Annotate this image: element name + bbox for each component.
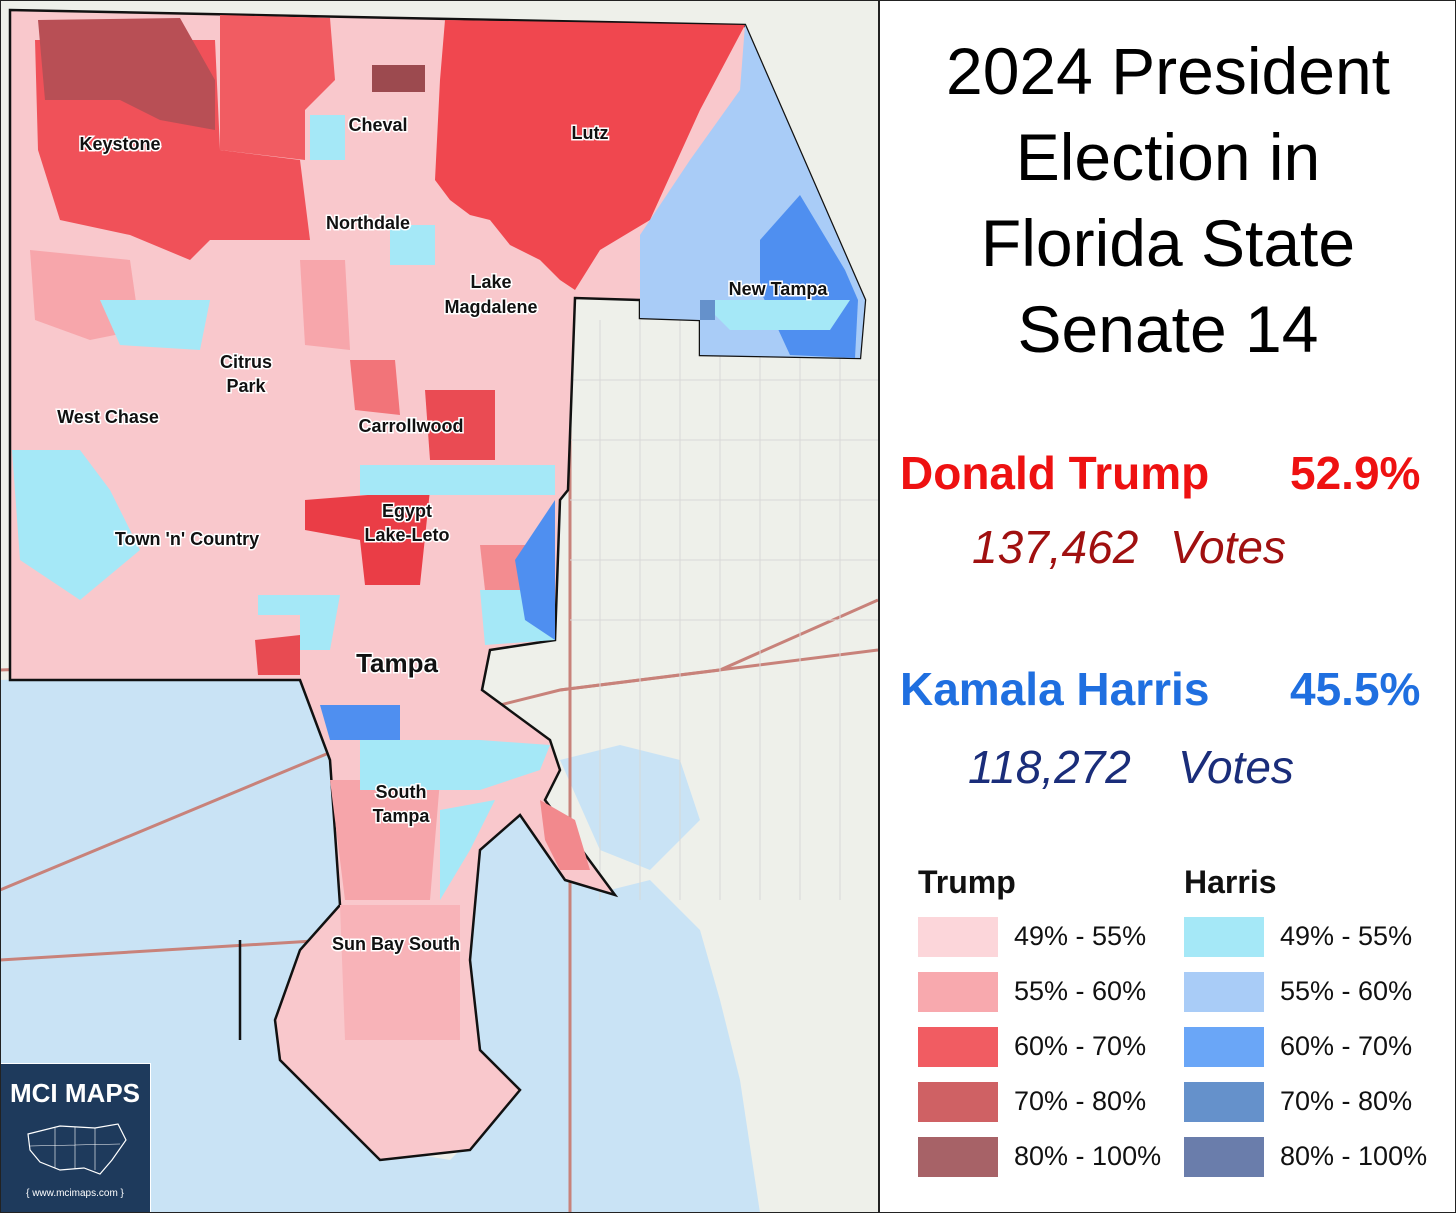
trump-name: Donald Trump <box>900 447 1210 499</box>
legend-label-trump-1: 55% - 60% <box>1014 976 1147 1006</box>
precinct-west-tampa[interactable] <box>320 705 400 740</box>
legend-label-trump-3: 70% - 80% <box>1014 1086 1147 1116</box>
label-new-tampa: New Tampa <box>729 279 829 299</box>
harris-percent: 45.5% <box>1290 663 1421 715</box>
label-egypt: Egypt <box>382 501 432 521</box>
precinct-citrus-park-east[interactable] <box>350 360 400 415</box>
precinct-north[interactable] <box>220 15 335 160</box>
trump-percent: 52.9% <box>1290 447 1421 499</box>
precinct-hyde-park[interactable] <box>360 740 550 790</box>
precinct-new-tampa-small[interactable] <box>700 300 715 320</box>
trump-votes-label: Votes <box>1170 521 1286 573</box>
precinct-east-tampa[interactable] <box>515 500 555 640</box>
harris-votes-count: 118,272 <box>968 741 1131 793</box>
label-town-n-country: Town 'n' Country <box>115 529 259 549</box>
label-lutz: Lutz <box>572 123 609 143</box>
precinct-citrus-park-west[interactable] <box>100 300 210 350</box>
label-northdale: Northdale <box>326 213 410 233</box>
label-cheval: Cheval <box>348 115 407 135</box>
label-lake: Lake <box>470 272 511 292</box>
precinct-south-tampa-east[interactable] <box>440 800 495 900</box>
legend-label-harris-0: 49% - 55% <box>1280 921 1413 951</box>
label-tampa: Tampa <box>356 648 438 678</box>
legend-swatch-trump-1 <box>918 972 998 1012</box>
precinct-northdale-east[interactable] <box>390 225 435 265</box>
title-line-2: Election in <box>1015 120 1321 194</box>
precinct-northdale-west[interactable] <box>300 260 350 350</box>
precinct-south-tampa[interactable] <box>330 780 440 900</box>
label-west-chase: West Chase <box>57 407 159 427</box>
legend-swatch-trump-3 <box>918 1082 998 1122</box>
district-map[interactable]: Keystone Cheval Lutz Northdale Lake Magd… <box>0 0 880 1213</box>
title-line-3: Florida State <box>980 206 1356 280</box>
precinct-airport[interactable] <box>258 595 340 650</box>
legend-trump-header: Trump <box>918 864 1016 900</box>
legend-swatch-harris-3 <box>1184 1082 1264 1122</box>
label-lake-leto: Lake-Leto <box>364 525 449 545</box>
legend-swatch-trump-0 <box>918 917 998 957</box>
legend-label-harris-2: 60% - 70% <box>1280 1031 1413 1061</box>
legend-swatch-trump-4 <box>918 1137 998 1177</box>
legend-label-harris-1: 55% - 60% <box>1280 976 1413 1006</box>
harris-votes-label: Votes <box>1178 741 1294 793</box>
precinct-town-n-country-west[interactable] <box>12 450 140 600</box>
label-carrollwood: Carrollwood <box>358 416 463 436</box>
label-park: Park <box>226 376 266 396</box>
legend-swatch-harris-0 <box>1184 917 1264 957</box>
precinct-keystone-north[interactable] <box>38 18 215 130</box>
legend-label-trump-0: 49% - 55% <box>1014 921 1147 951</box>
title-line-4: Senate 14 <box>1017 292 1319 366</box>
logo-title: MCI MAPS <box>10 1078 140 1108</box>
precinct-westshore[interactable] <box>255 635 300 675</box>
trump-votes-count: 137,462 <box>972 521 1139 573</box>
legend-label-trump-2: 60% - 70% <box>1014 1031 1147 1061</box>
label-south-tampa: Tampa <box>373 806 431 826</box>
label-magdalene: Magdalene <box>444 297 537 317</box>
legend-swatch-trump-2 <box>918 1027 998 1067</box>
label-sun-bay-south: Sun Bay South <box>332 934 460 954</box>
legend-label-trump-4: 80% - 100% <box>1014 1141 1162 1171</box>
legend-swatch-harris-2 <box>1184 1027 1264 1067</box>
legend-swatch-harris-1 <box>1184 972 1264 1012</box>
logo-url: { www.mcimaps.com } <box>26 1188 124 1199</box>
label-keystone: Keystone <box>79 134 160 154</box>
precinct-cheval[interactable] <box>310 115 345 160</box>
precinct-carrollwood-east[interactable] <box>425 390 495 460</box>
precinct-lutz[interactable] <box>435 20 745 290</box>
precinct-egypt-lake-leto[interactable] <box>305 490 430 585</box>
legend-swatch-harris-4 <box>1184 1137 1264 1177</box>
results-panel: 2024 President Election in Florida State… <box>880 0 1456 1213</box>
precinct-cheval-north[interactable] <box>372 65 425 92</box>
precinct-new-tampa-central[interactable] <box>700 300 850 330</box>
us-map-icon <box>27 1123 127 1175</box>
precinct-egypt-north[interactable] <box>360 465 555 495</box>
legend-label-harris-4: 80% - 100% <box>1280 1141 1428 1171</box>
label-citrus: Citrus <box>220 352 272 372</box>
precinct-sun-bay-south[interactable] <box>340 905 460 1040</box>
harris-name: Kamala Harris <box>900 663 1210 715</box>
map-canvas: Keystone Cheval Lutz Northdale Lake Magd… <box>0 0 878 1213</box>
label-south: South <box>376 782 427 802</box>
title-line-1: 2024 President <box>946 34 1390 108</box>
legend-label-harris-3: 70% - 80% <box>1280 1086 1413 1116</box>
hillsborough-bay-water <box>560 745 700 870</box>
street-grid <box>570 320 878 900</box>
legend-harris-header: Harris <box>1184 864 1277 900</box>
precinct-davis-islands[interactable] <box>540 800 590 870</box>
mci-maps-logo: MCI MAPS { www.mcimaps.com } <box>0 1063 151 1212</box>
